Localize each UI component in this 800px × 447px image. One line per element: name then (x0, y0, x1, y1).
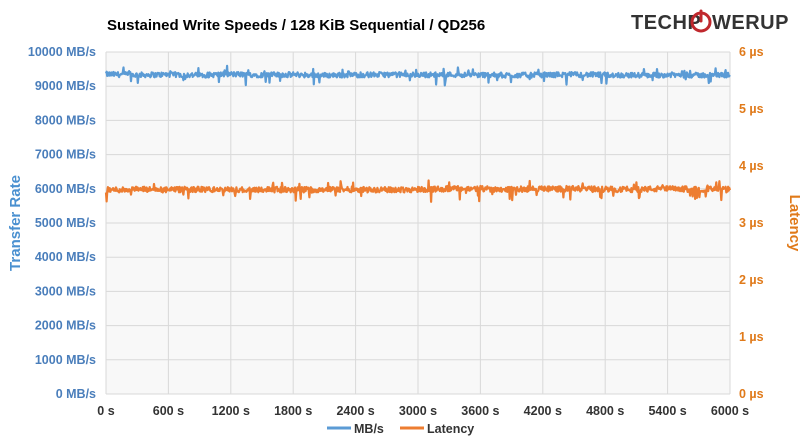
left-tick-label: 9000 MB/s (35, 79, 96, 93)
left-tick-label: 8000 MB/s (35, 113, 96, 127)
left-tick-label: 7000 MB/s (35, 148, 96, 162)
x-tick-label: 1800 s (274, 404, 312, 418)
chart-title: Sustained Write Speeds / 128 KiB Sequent… (107, 17, 485, 34)
legend-label: MB/s (354, 422, 384, 436)
x-tick-label: 3000 s (399, 404, 437, 418)
right-tick-label: 2 µs (739, 273, 764, 287)
legend-label: Latency (427, 422, 474, 436)
x-tick-label: 4200 s (524, 404, 562, 418)
right-tick-label: 0 µs (739, 387, 764, 401)
left-tick-label: 6000 MB/s (35, 182, 96, 196)
right-tick-label: 1 µs (739, 330, 764, 344)
x-tick-label: 6000 s (711, 404, 749, 418)
x-axis-ticks: 0 s 600 s 1200 s 1800 s 2400 s 3000 s 3600 s 42… (97, 404, 749, 418)
right-tick-label: 4 µs (739, 159, 764, 173)
left-axis-ticks: 0 MB/s 1000 MB/s 2000 MB/s 3000 MB/s 4000 MB… (28, 45, 96, 401)
right-tick-label: 6 µs (739, 45, 764, 59)
power-icon (690, 9, 712, 33)
legend: MB/s Latency (327, 422, 474, 436)
left-tick-label: 10000 MB/s (28, 45, 96, 59)
x-tick-label: 2400 s (336, 404, 374, 418)
logo-text-left: TECHP (631, 12, 701, 34)
x-tick-label: 600 s (153, 404, 184, 418)
x-tick-label: 5400 s (648, 404, 686, 418)
series-layer (104, 64, 732, 203)
left-axis-label: Transfer Rate (7, 175, 24, 271)
x-tick-label: 4800 s (586, 404, 624, 418)
x-tick-label: 1200 s (212, 404, 250, 418)
right-tick-label: 3 µs (739, 216, 764, 230)
left-tick-label: 3000 MB/s (35, 284, 96, 298)
series-line-transfer-rate (104, 64, 731, 87)
left-tick-label: 5000 MB/s (35, 216, 96, 230)
left-tick-label: 0 MB/s (56, 387, 96, 401)
left-tick-label: 4000 MB/s (35, 250, 96, 264)
x-tick-label: 0 s (97, 404, 114, 418)
right-axis-ticks: 0 µs 1 µs 2 µs 3 µs 4 µs 5 µs 6 µs (739, 45, 764, 401)
right-tick-label: 5 µs (739, 102, 764, 116)
x-tick-label: 3600 s (461, 404, 499, 418)
logo-text-right: WERUP (712, 12, 789, 34)
left-tick-label: 1000 MB/s (35, 353, 96, 367)
left-tick-label: 2000 MB/s (35, 319, 96, 333)
series-line-latency (104, 179, 732, 203)
techpowerup-logo: TECHP WERUP (631, 9, 789, 34)
right-axis-label: Latency (786, 195, 800, 252)
